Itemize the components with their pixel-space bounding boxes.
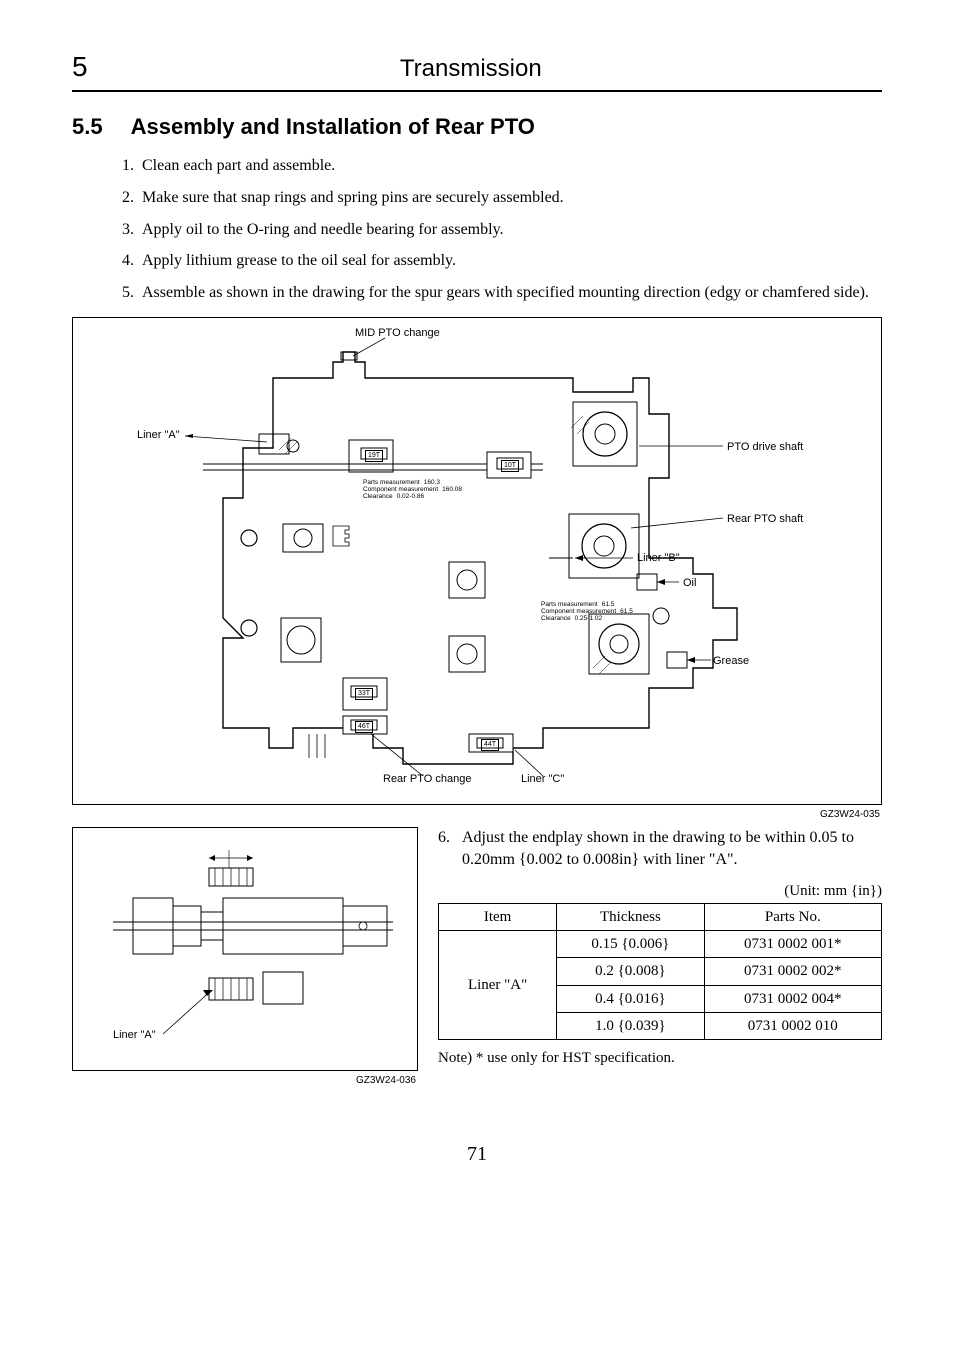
- box2-v2: 61.5: [620, 609, 633, 616]
- label-pto-drive-shaft: PTO drive shaft: [727, 440, 803, 455]
- cell-partno: 0731 0002 001*: [704, 931, 881, 958]
- label-19t: 19T: [365, 450, 383, 461]
- lower-row: Liner "A" GZ3W24-036 6. Adjust the endpl…: [72, 827, 882, 1071]
- th-thickness: Thickness: [557, 903, 704, 930]
- small-label-liner-a: Liner "A": [113, 1028, 156, 1043]
- label-grease: Grease: [713, 654, 749, 669]
- label-rear-pto-shaft: Rear PTO shaft: [727, 512, 803, 527]
- cell-partno: 0731 0002 002*: [704, 958, 881, 985]
- chapter-title: Transmission: [88, 53, 854, 85]
- th-partno: Parts No.: [704, 903, 881, 930]
- liner-spec-table: Item Thickness Parts No. Liner "A" 0.15 …: [438, 903, 882, 1040]
- step-item: Apply oil to the O-ring and needle beari…: [138, 219, 882, 241]
- step-item: Assemble as shown in the drawing for the…: [138, 282, 882, 304]
- cell-thickness: 1.0 {0.039}: [557, 1012, 704, 1039]
- section-number: 5.5: [72, 112, 103, 142]
- box1-v2: 160.08: [442, 487, 462, 494]
- label-46t: 46T: [355, 721, 373, 732]
- steps-list: Clean each part and assemble. Make sure …: [138, 155, 882, 303]
- section-title: Assembly and Installation of Rear PTO: [131, 112, 535, 142]
- step-item: Apply lithium grease to the oil seal for…: [138, 250, 882, 272]
- figure-main-code: GZ3W24-035: [820, 808, 880, 822]
- table-note: Note) * use only for HST specification.: [438, 1048, 882, 1068]
- cell-thickness: 0.2 {0.008}: [557, 958, 704, 985]
- box2-l3: Clearance: [541, 616, 571, 623]
- label-33t: 33T: [355, 688, 373, 699]
- label-44t: 44T: [481, 739, 499, 750]
- step6-number: 6.: [438, 827, 456, 870]
- section-heading: 5.5 Assembly and Installation of Rear PT…: [72, 112, 882, 142]
- measurement-box-1: Parts measurement160.3 Component measure…: [363, 480, 462, 500]
- step-item: Make sure that snap rings and spring pin…: [138, 187, 882, 209]
- table-row: Liner "A" 0.15 {0.006} 0731 0002 001*: [439, 931, 882, 958]
- label-liner-a: Liner "A": [137, 428, 180, 443]
- th-item: Item: [439, 903, 557, 930]
- label-10t: 10T: [501, 460, 519, 471]
- box1-l3: Clearance: [363, 494, 393, 501]
- cell-partno: 0731 0002 004*: [704, 985, 881, 1012]
- cell-item: Liner "A": [439, 931, 557, 1040]
- step-item: Clean each part and assemble.: [138, 155, 882, 177]
- page-number: 71: [72, 1141, 882, 1168]
- transmission-diagram-svg: [73, 318, 881, 804]
- figure-small-code: GZ3W24-036: [356, 1074, 416, 1088]
- box2-v3: 0.25-1.02: [575, 616, 602, 623]
- cell-thickness: 0.4 {0.016}: [557, 985, 704, 1012]
- label-liner-b: Liner "B": [637, 551, 680, 566]
- label-mid-pto-change: MID PTO change: [355, 326, 440, 341]
- label-rear-pto-change: Rear PTO change: [383, 772, 471, 787]
- figure-main-diagram: MID PTO change Liner "A" PTO drive shaft…: [72, 317, 882, 805]
- page-header: 5 Transmission: [72, 48, 882, 92]
- figure-small-diagram: Liner "A": [72, 827, 418, 1071]
- cell-partno: 0731 0002 010: [704, 1012, 881, 1039]
- label-oil: Oil: [683, 576, 696, 591]
- chapter-number: 5: [72, 48, 88, 86]
- box1-v3: 0.02-0.86: [397, 494, 424, 501]
- unit-label: (Unit: mm {in}): [438, 881, 882, 901]
- label-liner-c: Liner "C": [521, 772, 564, 787]
- cell-thickness: 0.15 {0.006}: [557, 931, 704, 958]
- step6-text: Adjust the endplay shown in the drawing …: [462, 827, 882, 870]
- measurement-box-2: Parts measurement61.5 Component measurem…: [541, 602, 633, 622]
- step-6: 6. Adjust the endplay shown in the drawi…: [438, 827, 882, 870]
- right-column: 6. Adjust the endplay shown in the drawi…: [438, 827, 882, 1068]
